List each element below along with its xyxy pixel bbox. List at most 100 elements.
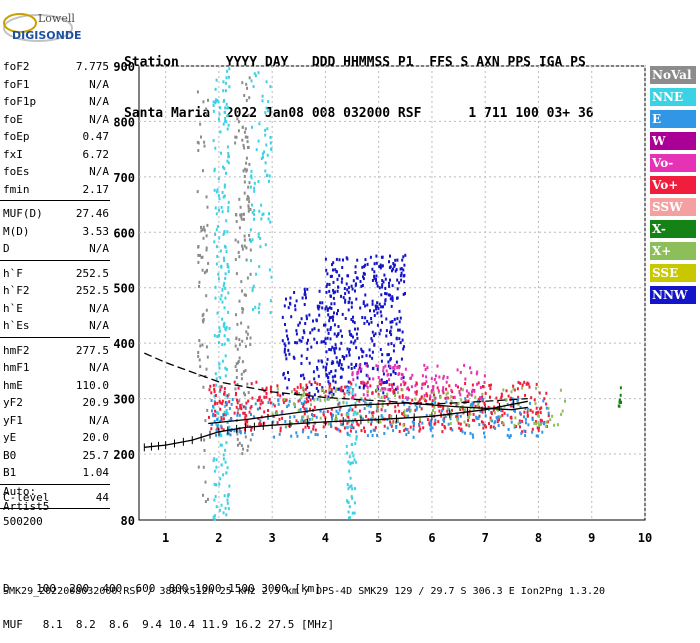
echo-point [215, 245, 218, 249]
echo-point [326, 357, 329, 361]
echo-point [458, 391, 461, 395]
echo-point [325, 366, 328, 370]
echo-point [472, 412, 475, 416]
echo-point [293, 291, 296, 294]
echo-point [440, 414, 443, 418]
echo-point [283, 350, 286, 354]
echo-point [489, 416, 492, 420]
echo-point [300, 374, 302, 378]
echo-point [245, 246, 248, 250]
echo-point [328, 289, 331, 293]
echo-point [327, 331, 330, 335]
echo-point [235, 405, 238, 409]
echo-point [541, 419, 543, 423]
echo-point [355, 437, 358, 441]
echo-point [316, 341, 318, 345]
echo-point [224, 117, 227, 120]
echo-point [371, 391, 374, 395]
echo-point [215, 433, 218, 437]
echo-point [380, 359, 383, 363]
echo-point [356, 258, 359, 262]
echo-point [227, 152, 230, 155]
echo-point [396, 391, 399, 395]
echo-point [235, 369, 238, 372]
echo-point [225, 441, 228, 445]
param-name: fxI [3, 147, 23, 161]
echo-point [534, 420, 537, 424]
echo-point [351, 391, 354, 395]
param-separator [0, 336, 110, 338]
echo-point [318, 305, 321, 309]
echo-point [387, 388, 390, 392]
echo-point [248, 76, 251, 80]
echo-point [221, 359, 224, 363]
echo-point [202, 465, 205, 469]
echo-point [350, 367, 353, 370]
y-tick-label: 80 [121, 514, 135, 528]
echo-point [223, 342, 226, 346]
echo-point [269, 141, 272, 145]
echo-point [400, 357, 403, 361]
echo-point [329, 337, 332, 341]
param-name: foF1 [3, 77, 30, 91]
echo-point [489, 418, 492, 422]
echo-point [239, 213, 242, 217]
echo-point [400, 278, 403, 282]
echo-point [349, 429, 352, 433]
param-row: h`Es N/A [0, 317, 112, 335]
echo-point [198, 358, 201, 362]
echo-point [284, 376, 287, 380]
echo-point [220, 416, 223, 420]
echo-point [358, 385, 361, 389]
echo-point [318, 289, 321, 293]
echo-point [247, 204, 250, 208]
echo-point [352, 378, 355, 382]
echo-point [218, 433, 221, 437]
legend-item: Vo- [650, 154, 696, 172]
echo-point [284, 420, 287, 423]
echo-point [535, 411, 538, 415]
echo-point [282, 400, 285, 404]
echo-point [445, 392, 448, 396]
echo-point [440, 412, 443, 416]
echo-point [428, 397, 431, 401]
echo-point [405, 433, 408, 437]
echo-point [355, 364, 357, 367]
echo-point [339, 359, 341, 363]
echo-point [366, 374, 369, 378]
echo-point [478, 414, 481, 418]
echo-point [245, 169, 248, 173]
echo-point [243, 94, 246, 97]
echo-point [405, 396, 408, 400]
echo-point [366, 262, 369, 266]
echo-point [364, 304, 367, 308]
echo-point [228, 400, 231, 404]
echo-point [553, 423, 556, 427]
echo-point [213, 390, 216, 394]
echo-point [517, 395, 520, 399]
echo-point [392, 382, 395, 386]
echo-point [246, 382, 249, 386]
echo-point [436, 386, 439, 390]
echo-point [318, 313, 321, 317]
echo-point [313, 377, 316, 381]
echo-point [450, 399, 453, 403]
echo-point [241, 452, 244, 456]
echo-point [392, 391, 395, 395]
echo-point [197, 253, 200, 257]
echo-point [537, 428, 540, 432]
echo-point [328, 348, 331, 351]
echo-point [233, 380, 236, 384]
echo-point [384, 387, 387, 391]
echo-point [210, 399, 213, 402]
echo-point [387, 342, 390, 346]
echo-point [432, 390, 435, 394]
echo-point [249, 228, 252, 232]
echo-point [223, 410, 226, 414]
echo-point [234, 393, 237, 397]
echo-point [234, 141, 237, 145]
echo-point [238, 255, 241, 259]
echo-point [447, 422, 450, 426]
echo-point [237, 407, 240, 411]
